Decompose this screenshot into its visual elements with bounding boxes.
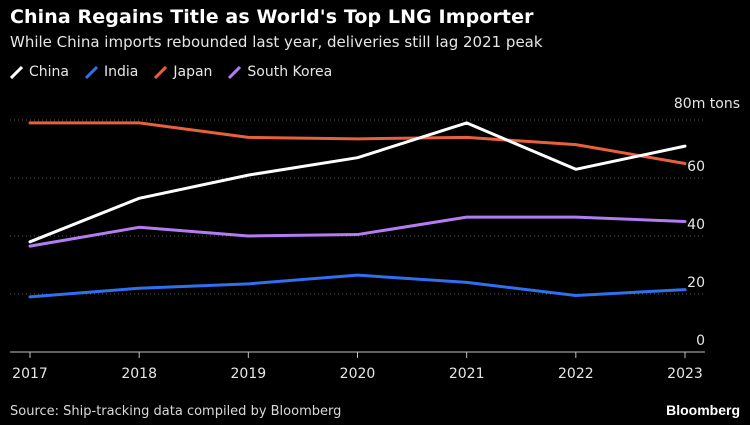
x-tick-label-2020: 2020 [340,366,376,382]
legend-item-china: China [10,64,69,80]
chart-title: China Regains Title as World's Top LNG I… [10,6,534,28]
y-tick-label-60: 60 [687,159,705,175]
bloomberg-logo: Bloomberg [666,402,740,418]
series-line-japan [28,121,687,165]
x-tick-label-2018: 2018 [121,366,157,382]
legend-label-japan: Japan [173,64,213,80]
legend-item-japan: Japan [154,64,212,80]
series-line-india [28,273,687,299]
legend-item-india: India [85,64,138,80]
legend-item-south-korea: South Korea [228,64,332,80]
y-tick-label-40: 40 [687,217,705,233]
legend-swatch-south-korea [228,65,242,79]
series-line-china [28,121,687,244]
legend-swatch-india [85,65,98,79]
legend-label-south-korea: South Korea [247,64,333,80]
legend-swatch-china [10,65,23,79]
legend-swatch-japan [154,65,168,79]
x-tick-label-2021: 2021 [449,366,485,382]
y-unit-label: 80m tons [674,96,740,112]
series-line-south-korea [28,215,687,248]
x-tick-label-2023: 2023 [667,366,703,382]
source-note: Source: Ship-tracking data compiled by B… [10,404,342,419]
legend-label-india: India [104,64,139,80]
x-tick-label-2022: 2022 [558,366,594,382]
legend: China India Japan South Korea [10,64,348,80]
x-tick-label-2017: 2017 [12,366,48,382]
legend-label-china: China [29,64,69,80]
x-tick-label-2019: 2019 [231,366,267,382]
y-tick-label-20: 20 [687,275,705,291]
y-tick-label-0: 0 [696,333,705,349]
chart-subtitle: While China imports rebounded last year,… [10,33,543,51]
